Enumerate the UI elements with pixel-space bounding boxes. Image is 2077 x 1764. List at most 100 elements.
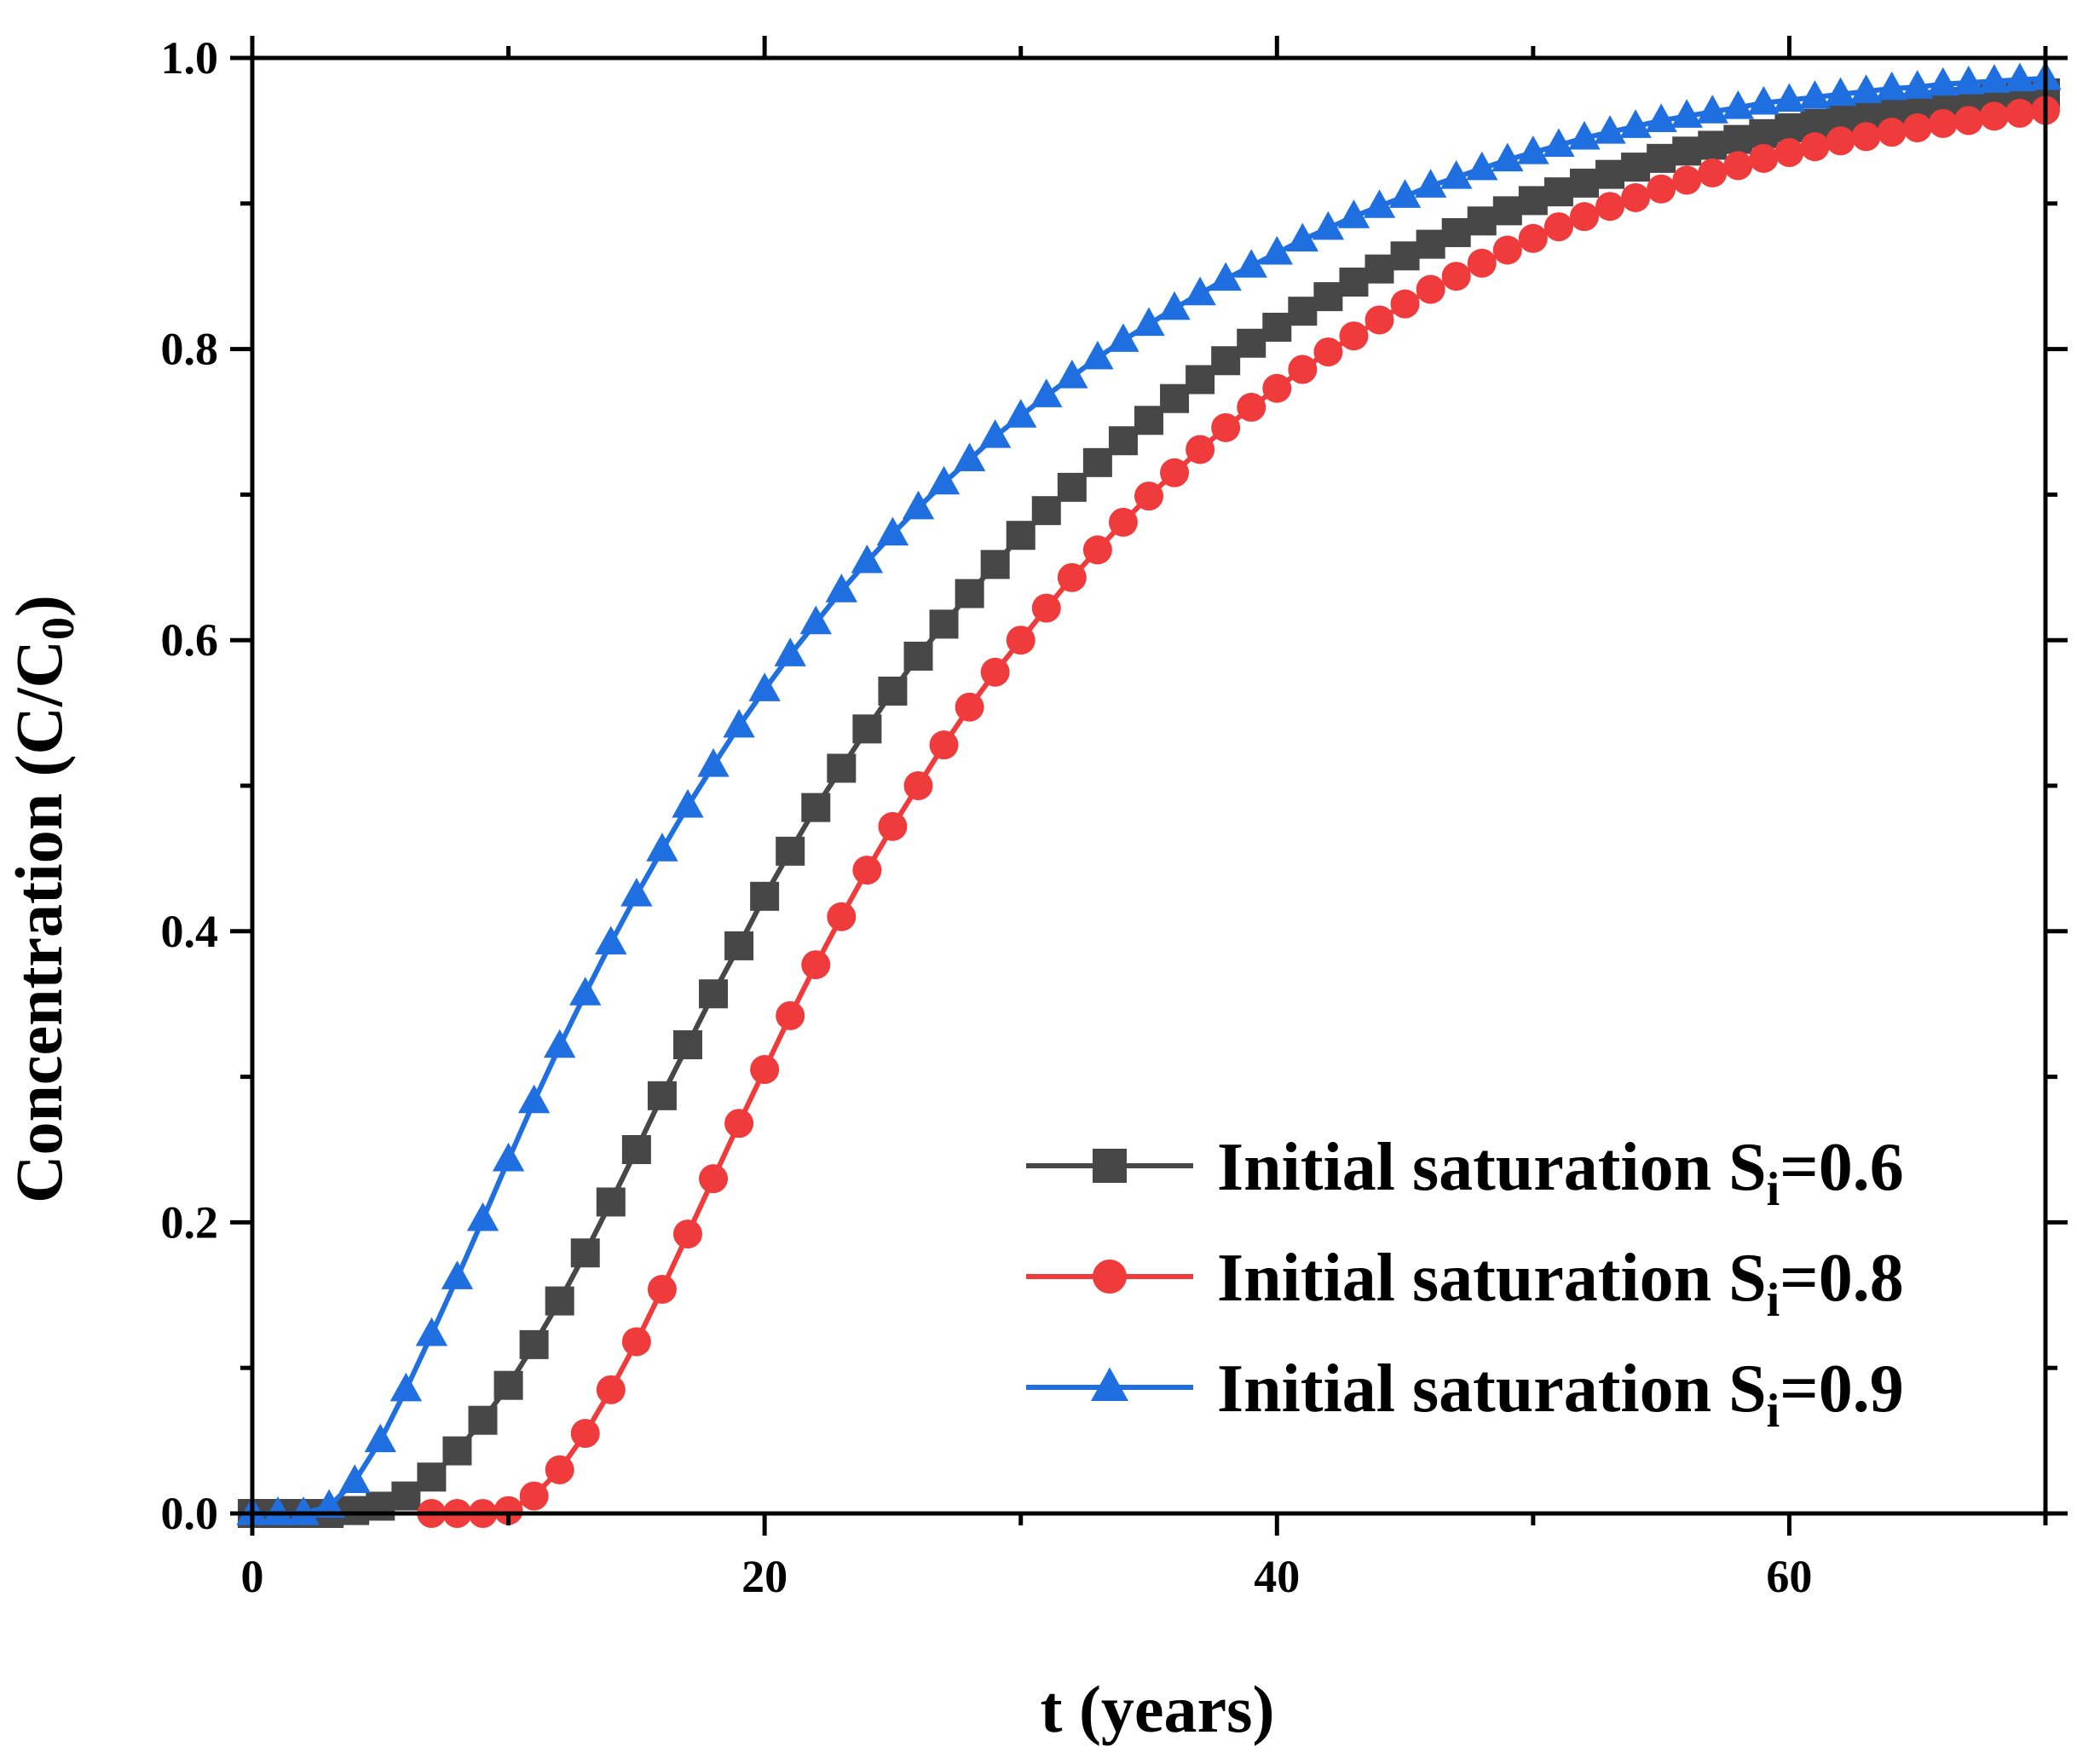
data-point-square: [852, 714, 882, 744]
svg-text:Concentration (C/C0): Concentration (C/C0): [2, 595, 84, 1203]
y-axis-title-main: Concentration (C/C: [2, 640, 76, 1203]
data-point-triangle: [646, 833, 678, 862]
data-point-circle: [1953, 106, 1983, 135]
data-point-circle: [672, 1219, 702, 1249]
legend-swatch-marker: [1093, 1260, 1127, 1294]
data-point-square: [1262, 312, 1292, 342]
axes-layer: 0 20 40 60 0.0 0.2 0.4 0.6 0.8 1.0: [161, 32, 2068, 1602]
legend-swatch-marker: [1091, 1367, 1128, 1401]
data-point-square: [929, 609, 959, 639]
data-point-square: [1647, 143, 1676, 173]
data-point-triangle: [1927, 66, 1959, 96]
data-point-square: [1057, 472, 1087, 502]
legend-entry-circle: Initial saturation Si=0.8: [1026, 1241, 1904, 1327]
data-point-triangle: [672, 788, 704, 818]
data-point-square: [1543, 177, 1573, 207]
data-point-triangle: [953, 442, 986, 471]
data-point-triangle: [287, 1496, 320, 1525]
data-point-square: [1288, 297, 1318, 326]
data-point-triangle: [851, 544, 884, 574]
data-point-triangle: [799, 605, 832, 635]
data-point-square: [1749, 118, 1779, 148]
legend-label: Initial saturation Si=0.9: [1217, 1352, 1904, 1438]
legend-swatch-marker: [1093, 1149, 1127, 1183]
data-point-circle: [776, 1000, 805, 1030]
data-point-square: [570, 1238, 600, 1268]
data-point-circle: [699, 1164, 729, 1194]
data-point-circle: [2005, 98, 2034, 128]
data-point-circle: [1800, 132, 1830, 162]
data-point-square: [699, 979, 729, 1009]
series-circle: [417, 95, 2060, 1528]
data-point-circle: [1082, 535, 1112, 565]
data-point-triangle: [441, 1260, 474, 1289]
data-point-square: [1672, 136, 1702, 166]
data-point-square: [1364, 254, 1394, 284]
data-point-square: [519, 1329, 549, 1359]
data-point-square: [442, 1436, 472, 1466]
data-point-triangle: [517, 1084, 551, 1114]
x-tick-label: 0: [241, 1551, 264, 1602]
data-point-circle: [1928, 108, 1958, 138]
data-point-square: [1313, 282, 1343, 312]
y-tick-label: 0.2: [161, 1196, 219, 1248]
y-tick-label: 0.0: [161, 1488, 219, 1539]
legend-entry-square: Initial saturation Si=0.6: [1026, 1130, 1904, 1216]
data-point-circle: [955, 692, 984, 722]
data-point-circle: [1826, 126, 1855, 156]
data-point-square: [1698, 130, 1728, 160]
data-point-triangle: [1670, 99, 1703, 128]
data-point-triangle: [1491, 142, 1524, 172]
data-point-circle: [1364, 305, 1394, 335]
data-point-triangle: [748, 672, 781, 701]
data-point-circle: [1518, 223, 1548, 253]
data-point-triangle: [978, 419, 1012, 448]
data-point-circle: [903, 771, 933, 800]
y-tick-label: 0.8: [161, 324, 219, 375]
data-point-circle: [1160, 458, 1190, 487]
data-point-circle: [1262, 373, 1292, 403]
data-point-circle: [852, 856, 882, 885]
data-point-triangle: [876, 516, 909, 546]
data-point-triangle: [1747, 85, 1780, 115]
data-point-triangle: [1645, 103, 1677, 133]
data-point-square: [827, 753, 857, 783]
data-point-circle: [1621, 182, 1651, 212]
data-point-circle: [545, 1455, 574, 1484]
data-point-square: [878, 676, 908, 706]
data-point-circle: [1467, 248, 1497, 278]
data-point-triangle: [595, 925, 627, 955]
data-point-circle: [827, 902, 857, 931]
data-point-triangle: [492, 1142, 525, 1172]
data-point-circle: [1902, 112, 1932, 142]
data-point-circle: [1774, 138, 1804, 168]
data-point-circle: [1031, 593, 1061, 623]
data-point-triangle: [415, 1317, 448, 1346]
data-point-square: [545, 1286, 574, 1316]
data-point-triangle: [1363, 189, 1396, 218]
data-point-circle: [1288, 355, 1318, 384]
data-point-square: [955, 579, 984, 608]
legend-entry-triangle: Initial saturation Si=0.9: [1026, 1352, 1904, 1438]
data-point-square: [1390, 241, 1420, 271]
data-point-circle: [621, 1327, 651, 1357]
y-tick-label: 0.6: [161, 614, 219, 666]
data-point-square: [1492, 196, 1522, 226]
data-point-square: [1723, 124, 1753, 154]
data-point-circle: [980, 657, 1010, 687]
data-point-square: [1006, 521, 1036, 551]
y-tick-label: 1.0: [161, 32, 219, 84]
data-point-triangle: [1414, 169, 1447, 198]
data-point-square: [1774, 112, 1804, 142]
series-triangle: [236, 61, 2062, 1525]
data-point-square: [340, 1496, 370, 1525]
data-point-circle: [1057, 562, 1087, 592]
data-point-triangle: [697, 748, 730, 777]
data-point-triangle: [774, 637, 806, 666]
data-point-square: [1416, 229, 1445, 259]
data-point-circle: [1851, 122, 1881, 152]
x-tick-label: 60: [1766, 1551, 1812, 1602]
data-point-triangle: [1875, 71, 1908, 101]
data-point-circle: [1979, 101, 2009, 131]
data-point-circle: [1211, 412, 1241, 442]
